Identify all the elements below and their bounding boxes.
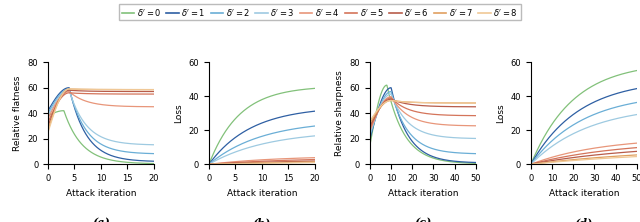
Y-axis label: Relative sharpness: Relative sharpness bbox=[335, 70, 344, 156]
Text: (a): (a) bbox=[92, 217, 110, 222]
Text: (d): (d) bbox=[575, 217, 593, 222]
Y-axis label: Loss: Loss bbox=[174, 103, 183, 123]
X-axis label: Attack iteration: Attack iteration bbox=[548, 188, 619, 198]
Text: (c): (c) bbox=[414, 217, 431, 222]
X-axis label: Attack iteration: Attack iteration bbox=[66, 188, 136, 198]
Legend: $\delta' = 0$, $\delta' = 1$, $\delta' = 2$, $\delta' = 3$, $\delta' = 4$, $\del: $\delta' = 0$, $\delta' = 1$, $\delta' =… bbox=[119, 4, 521, 20]
Y-axis label: Relative flatness: Relative flatness bbox=[13, 75, 22, 151]
Y-axis label: Loss: Loss bbox=[496, 103, 505, 123]
X-axis label: Attack iteration: Attack iteration bbox=[388, 188, 458, 198]
Text: (b): (b) bbox=[253, 217, 271, 222]
X-axis label: Attack iteration: Attack iteration bbox=[227, 188, 297, 198]
